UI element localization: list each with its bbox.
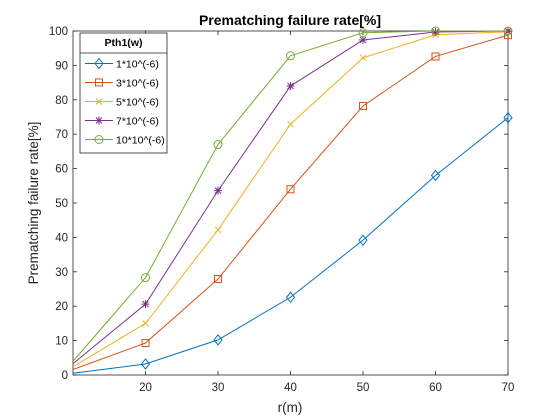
- y-tick-label: 50: [55, 198, 68, 210]
- data-point: [503, 26, 513, 36]
- legend-label: 1*10^(-6): [116, 59, 159, 71]
- legend-marker: [95, 78, 103, 87]
- legend-label: 3*10^(-6): [116, 78, 159, 90]
- y-axis-label: Prematching failure rate[%]: [26, 122, 41, 285]
- data-point: [431, 52, 440, 61]
- x-tick-label: 20: [139, 382, 152, 394]
- series-line: [72, 34, 509, 370]
- data-point: [286, 185, 295, 194]
- x-tick-label: 40: [284, 382, 297, 394]
- y-tick-label: 90: [55, 60, 68, 72]
- plot-area: 20 30 40 50 60 70 0 10 20 30 40 50 60 70 80 90 100: [49, 26, 515, 394]
- y-tick-label: 0: [62, 370, 68, 382]
- data-point: [286, 82, 295, 91]
- legend-item-4: 7*10^(-6): [85, 116, 159, 128]
- y-tick-label: 80: [55, 95, 68, 107]
- y-tick-label: 60: [55, 164, 68, 176]
- series-1: [72, 111, 513, 374]
- y-tick-label: 70: [55, 129, 68, 141]
- legend-item-5: 10*10^(-6): [85, 135, 165, 147]
- data-point: [358, 28, 368, 38]
- data-point: [285, 291, 296, 304]
- data-point: [359, 101, 367, 110]
- data-point: [141, 300, 150, 309]
- series-line: [72, 30, 508, 362]
- legend-item-1: 1*10^(-6): [85, 57, 159, 71]
- legend-marker: [94, 135, 104, 144]
- legend-item-2: 3*10^(-6): [85, 78, 159, 90]
- legend: Pth1(w) 1*10^(-6) 3*10^(-6) 5*10^(-6) 7*10^(…: [79, 32, 168, 154]
- x-tick-label: 60: [429, 382, 442, 394]
- series-line: [72, 117, 509, 374]
- legend-item-3: 5*10^(-6): [85, 97, 159, 109]
- series-4: [72, 27, 512, 365]
- y-tick-label: 30: [55, 267, 68, 279]
- data-point: [431, 26, 440, 36]
- y-tick-label: 10: [55, 336, 68, 348]
- data-point: [213, 334, 223, 346]
- data-point: [287, 120, 294, 128]
- data-point: [359, 35, 367, 44]
- data-point: [214, 275, 222, 284]
- data-point: [141, 273, 150, 283]
- x-tick-label: 70: [502, 382, 515, 394]
- data-point: [431, 28, 440, 37]
- data-point: [214, 186, 222, 195]
- chart-title: Prematching failure rate[%]: [199, 12, 381, 28]
- legend-marker: [95, 98, 103, 105]
- legend-marker: [94, 57, 104, 70]
- data-point: [214, 226, 222, 234]
- data-point: [140, 358, 151, 370]
- data-point: [141, 339, 150, 348]
- x-tick-label: 50: [357, 382, 370, 394]
- data-point: [358, 234, 368, 246]
- legend-title: Pth1(w): [105, 37, 143, 49]
- data-point: [430, 169, 441, 182]
- y-tick-label: 40: [55, 232, 68, 244]
- data-point: [503, 111, 513, 124]
- x-tick-label: 30: [212, 382, 225, 394]
- data-point: [359, 54, 367, 62]
- series-5: [72, 26, 513, 362]
- data-point: [213, 140, 223, 150]
- data-point: [286, 51, 295, 61]
- legend-label: 10*10^(-6): [116, 135, 165, 147]
- legend-label: 7*10^(-6): [116, 116, 159, 128]
- legend-label: 5*10^(-6): [116, 97, 159, 109]
- y-tick-label: 20: [55, 301, 68, 313]
- x-axis-label: r(m): [278, 400, 303, 415]
- legend-marker: [95, 116, 103, 125]
- data-point: [142, 320, 149, 327]
- y-tick-label: 100: [49, 26, 68, 38]
